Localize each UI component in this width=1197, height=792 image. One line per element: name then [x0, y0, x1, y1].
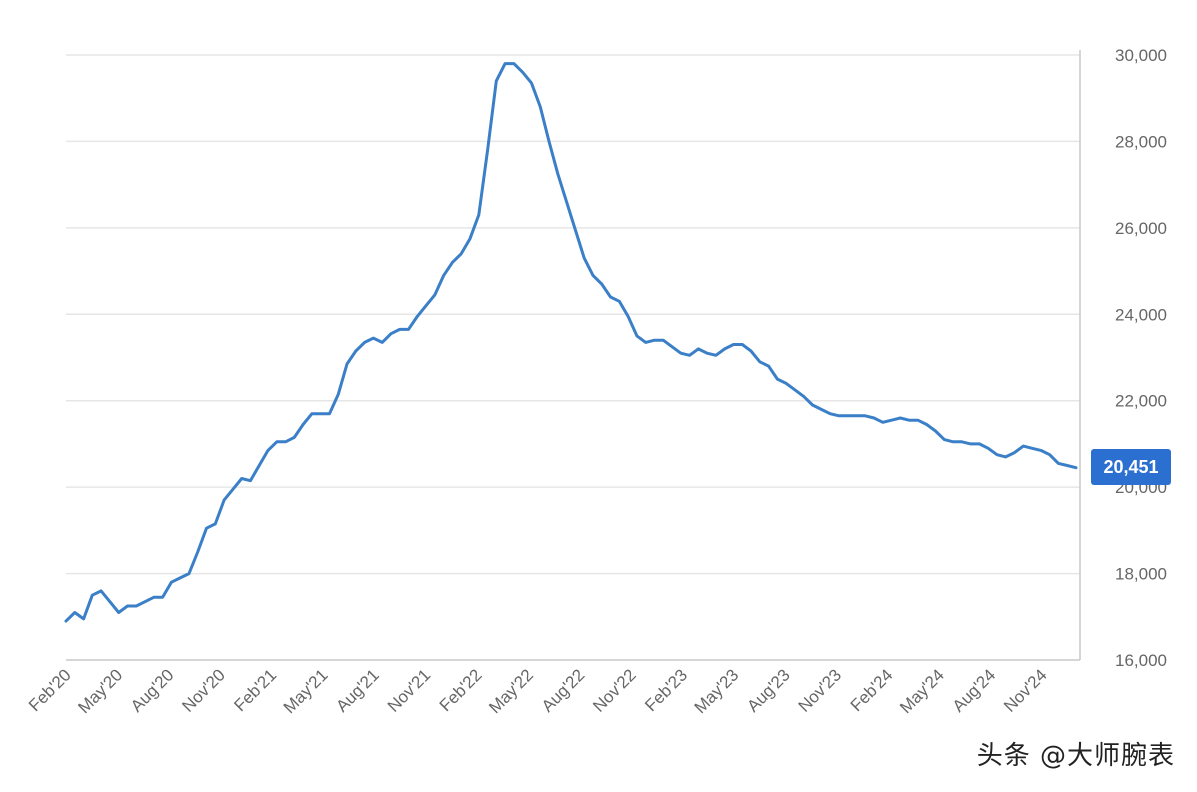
- last-value-badge-bg: [1091, 449, 1171, 485]
- y-tick-label: 24,000: [1115, 305, 1167, 324]
- y-tick-label: 22,000: [1115, 392, 1167, 411]
- series-line: [64, 62, 1078, 623]
- x-tick-label: Feb'20: [25, 665, 75, 715]
- x-tick-label: Aug'21: [332, 665, 382, 715]
- x-tick-label: Nov'23: [795, 665, 845, 715]
- watermark-text: 头条 @大师腕表: [976, 741, 1175, 771]
- last-value-badge: 20,451: [1091, 449, 1171, 485]
- x-tick-label: Nov'20: [178, 665, 228, 715]
- x-tick-label: Nov'21: [384, 665, 434, 715]
- y-tick-label: 28,000: [1115, 132, 1167, 151]
- x-tick-label: Aug'24: [949, 665, 999, 715]
- y-tick-label: 26,000: [1115, 219, 1167, 238]
- last-value-label: 20,451: [1103, 457, 1158, 477]
- x-tick-label: Aug'23: [743, 665, 793, 715]
- x-tick-label: Nov'24: [1000, 665, 1050, 715]
- x-tick-label: Feb'21: [230, 665, 280, 715]
- x-tick-label: Feb'24: [847, 665, 897, 715]
- x-tick-label: May'23: [691, 665, 743, 717]
- gridlines: [66, 54, 1080, 575]
- x-tick-label: May'24: [896, 665, 948, 717]
- y-tick-labels: 16,00018,00020,00022,00024,00026,00028,0…: [1115, 46, 1167, 670]
- y-tick-label: 30,000: [1115, 46, 1167, 65]
- x-tick-label: Aug'22: [538, 665, 588, 715]
- x-tick-label: Feb'23: [641, 665, 691, 715]
- x-tick-label: Aug'20: [127, 665, 177, 715]
- x-tick-label: May'21: [280, 665, 332, 717]
- x-tick-labels: Feb'20 May'20 Aug'20 Nov'20 Feb'21 May'21 Aug'…: [25, 665, 1051, 717]
- x-tick-label: Feb'22: [436, 665, 486, 715]
- x-tick-label: May'22: [485, 665, 537, 717]
- x-tick-label: Nov'22: [589, 665, 639, 715]
- y-tick-label: 18,000: [1115, 565, 1167, 584]
- y-tick-label: 16,000: [1115, 651, 1167, 670]
- x-tick-label: May'20: [74, 665, 126, 717]
